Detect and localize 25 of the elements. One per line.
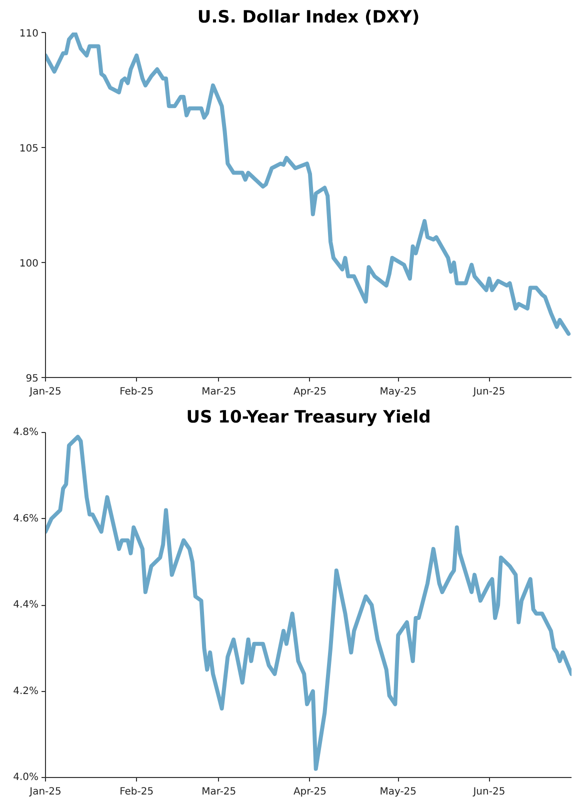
y-tick-label: 4.4% (13, 600, 38, 610)
y-tick-label: 105 (19, 144, 39, 154)
x-tick-label: Apr-25 (293, 786, 326, 798)
y-tick-label: 95 (26, 374, 39, 384)
y-tick-label: 100 (19, 258, 39, 270)
x-tick-label: Jan-25 (28, 786, 62, 798)
x-tick-label: Jan-25 (28, 386, 62, 398)
x-tick-label: May-25 (380, 386, 417, 398)
y-tick-label: 4.0% (13, 772, 38, 783)
x-tick-label: Jun-25 (472, 386, 506, 398)
y-tick-label: 4.6% (13, 513, 38, 524)
y-tick-label: 4.2% (13, 686, 38, 697)
x-tick-label: May-25 (380, 786, 417, 798)
x-tick-label: Mar-25 (202, 786, 236, 798)
chart-title: US 10-Year Treasury Yield (186, 408, 431, 428)
chart-title: U.S. Dollar Index (DXY) (197, 8, 420, 28)
x-tick-label: Apr-25 (293, 386, 326, 398)
x-tick-label: Feb-25 (120, 786, 154, 798)
y-tick-label: 4.8% (13, 427, 38, 438)
x-tick-label: Feb-25 (120, 386, 154, 398)
line-series (46, 434, 572, 771)
line-series (46, 32, 571, 336)
y-tick-label: 110 (19, 28, 39, 40)
x-tick-label: Jun-25 (472, 786, 506, 798)
x-tick-label: Mar-25 (202, 386, 236, 398)
